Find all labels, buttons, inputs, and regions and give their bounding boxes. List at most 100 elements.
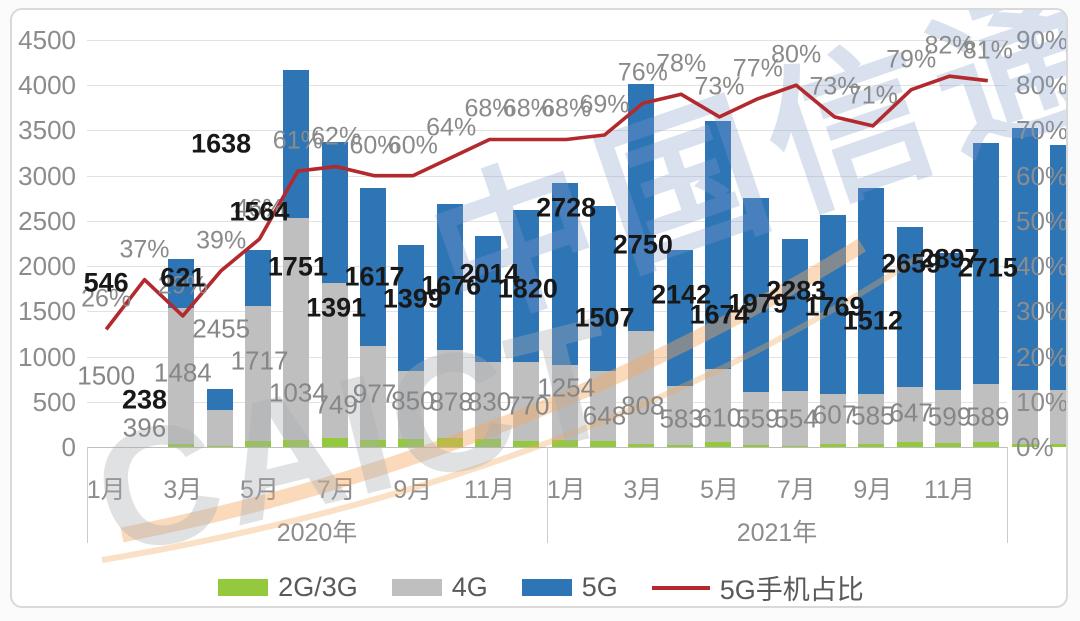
y-axis-right-tick: 20% <box>1016 341 1068 372</box>
bar-label-4g: 850 <box>391 385 435 416</box>
bar-segment-4g <box>1011 390 1038 445</box>
bar-segment-4g <box>474 362 501 440</box>
line-5g-share-path <box>104 74 989 331</box>
legend-box-swatch <box>218 579 269 596</box>
legend-box-swatch <box>521 579 572 596</box>
bar-segment-2g3g <box>628 444 655 447</box>
pct-label: 68% <box>541 94 592 123</box>
bar-label-4g: 585 <box>851 400 895 431</box>
bar-segment-4g <box>743 392 770 445</box>
bar-label-5g: 1507 <box>574 302 635 333</box>
gridline <box>87 40 1007 41</box>
pct-label: 29% <box>157 271 208 300</box>
x-axis-month-tick: 9月 <box>853 476 893 504</box>
x-axis-month-tick: 5月 <box>700 476 739 504</box>
plot-area: 26% 37% 29% 39% 46% 61% 62% 60% 60% 64% 68% 68% 68% 6… <box>77 32 1066 447</box>
bar-label-4g: 808 <box>621 390 665 421</box>
bar-label-4g: 878 <box>429 386 473 417</box>
bar-segment-4g <box>589 371 616 441</box>
legend-label: 2G/3G <box>278 572 358 602</box>
y-axis-left-tick: 1000 <box>18 341 76 372</box>
bar-segment-2g3g <box>973 442 1000 447</box>
bar-segment-4g <box>628 330 655 445</box>
bar-segment-5g <box>359 188 386 347</box>
bar-segment-2g3g <box>283 439 310 447</box>
bar-label-5g: 1617 <box>344 261 405 292</box>
bar-segment-5g <box>436 203 463 350</box>
bar-segment-2g3g <box>513 441 540 447</box>
bar-label-5g: 2750 <box>612 229 673 260</box>
pct-label: 73% <box>809 72 860 101</box>
bar-segment-4g <box>819 393 846 445</box>
bar-label-4g: 559 <box>736 403 780 434</box>
bar-segment-4g <box>666 386 693 446</box>
legend-item-5g: 5G <box>521 572 618 603</box>
bar-label-5g: 1820 <box>497 273 558 304</box>
bar-label-5g: 1674 <box>689 299 750 330</box>
pct-label: 68% <box>502 94 553 123</box>
y-axis-right-tick: 80% <box>1016 70 1068 101</box>
bar-segment-2g3g <box>321 438 348 447</box>
y-axis-left-tick: 2500 <box>18 205 76 236</box>
bar-label-4g: 610 <box>697 402 742 433</box>
bar-label-5g: 1769 <box>804 291 865 322</box>
y-axis-left-tick: 4500 <box>18 25 76 55</box>
bar-segment-4g <box>283 217 310 440</box>
bar-label-5g: 1564 <box>229 196 290 227</box>
legend-label: 4G <box>451 572 488 602</box>
bar-segment-4g <box>1049 390 1066 444</box>
y-axis-left-tick: 1500 <box>18 296 76 327</box>
legend-box-swatch <box>391 579 442 596</box>
bar-label-4g: 977 <box>352 378 397 409</box>
bar-label-4g: 583 <box>659 403 703 434</box>
y-axis-right-tick: 90% <box>1016 25 1068 55</box>
bar-segment-2g3g <box>359 439 386 447</box>
bar-label-5g: 1979 <box>727 288 788 319</box>
bar-label-5g: 1676 <box>421 270 482 301</box>
chart-card: 26% 37% 29% 39% 46% 61% 62% 60% 60% 64% 68% 68% 68% 6… <box>10 8 1068 608</box>
bar-label-4g: 589 <box>966 401 1010 432</box>
gridline <box>87 85 1007 87</box>
line-5g-share <box>104 74 989 331</box>
axis-separator <box>547 447 548 543</box>
bar-segment-4g <box>896 387 923 443</box>
pct-label: 64% <box>426 113 477 142</box>
gridline <box>87 175 1007 177</box>
y-axis-left-tick: 0 <box>61 432 76 462</box>
bar-label-5g: 2715 <box>957 252 1018 283</box>
y-axis-right-tick: 70% <box>1016 115 1068 146</box>
pct-label: 71% <box>847 81 898 110</box>
bar-segment-5g <box>589 206 616 371</box>
bar-label-5g: 1512 <box>842 305 903 336</box>
bar-label-4g: 1254 <box>537 372 596 403</box>
bar-segment-2g3g <box>858 444 885 447</box>
y-axis-right-tick: 10% <box>1016 386 1068 417</box>
bar-segment-2g3g <box>398 438 425 447</box>
gridline <box>87 266 1007 268</box>
bar-segment-2g3g <box>781 445 808 447</box>
legend: 2G/3G 4G 5G 5G手机占比 <box>12 568 1066 606</box>
bar-segment-2g3g <box>551 439 578 447</box>
bar-segment-2g3g <box>244 440 271 447</box>
gridline <box>87 356 1007 358</box>
legend-item-2g3g: 2G/3G <box>218 572 358 603</box>
bar-segment-5g <box>704 120 731 370</box>
bar-segment-4g <box>858 394 885 445</box>
y-axis-left-tick: 4000 <box>18 70 76 101</box>
pct-label: 79% <box>886 45 937 74</box>
bar-segment-5g <box>628 84 655 331</box>
x-axis-month-tick: 3月 <box>623 476 663 504</box>
x-axis-month-tick: 1月 <box>86 476 126 504</box>
bar-label-5g: 2283 <box>766 275 827 306</box>
legend-item-5g: 5G手机占比 <box>651 568 864 606</box>
bar-segment-4g <box>551 364 578 440</box>
y-axis-left-tick: 500 <box>32 386 76 417</box>
gridline <box>87 130 1007 132</box>
bar-label-4g: 554 <box>774 403 818 434</box>
y-axis-right-tick: 30% <box>1016 296 1068 327</box>
bar-label-5g: 2142 <box>651 279 712 310</box>
bar-label-5g: 2014 <box>459 258 520 289</box>
bar-segment-2g3g <box>666 445 693 447</box>
bar-segment-4g <box>934 389 961 443</box>
